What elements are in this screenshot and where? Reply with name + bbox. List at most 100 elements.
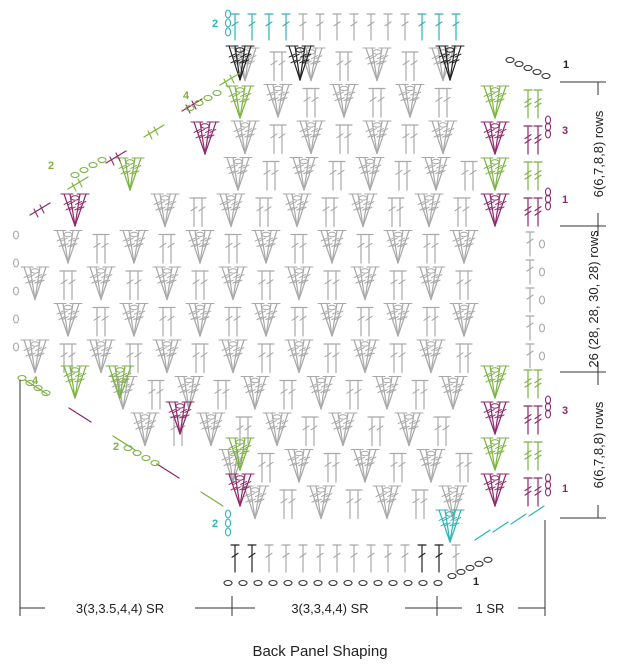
dc-stitch-symbol — [456, 271, 464, 300]
chain-stitch-symbol — [14, 287, 19, 295]
dc-stitch-symbol — [390, 454, 398, 483]
shaping-shell-symbol — [61, 194, 89, 226]
chain-stitch-symbol — [329, 581, 337, 586]
shell-stitch-symbol — [252, 304, 280, 337]
shell-stitch-symbol — [396, 85, 424, 118]
dc-stitch-symbol — [418, 14, 426, 40]
dc-stitch-symbol — [159, 235, 167, 264]
dc-stitch-symbol — [192, 271, 200, 300]
row-marker: 1 — [473, 576, 479, 588]
dc-stitch-symbol — [435, 545, 443, 572]
chain-stitch-symbol — [506, 58, 514, 63]
chain-stitch-symbol — [374, 581, 382, 586]
dc-stitch-symbol — [270, 125, 278, 154]
dc-stitch-symbol — [526, 260, 534, 284]
dc-stitch-symbol — [333, 14, 341, 40]
shell-stitch-symbol — [481, 86, 509, 118]
shell-stitch-symbol — [481, 402, 509, 434]
chain-stitch-symbol — [18, 376, 26, 381]
dc-stitch-symbol — [534, 90, 542, 118]
dc-stitch-symbol — [354, 490, 362, 519]
right-dim-top: 6(6,7,8,8) rows — [591, 110, 606, 197]
shell-stitch-symbol — [481, 438, 509, 470]
shaping-shell-symbol — [116, 158, 144, 190]
dc-stitch-symbol — [278, 52, 286, 81]
dc-stitch-symbol — [398, 271, 406, 300]
dc-stitch-symbol — [101, 235, 109, 264]
dc-stitch-symbol — [236, 417, 244, 446]
row-marker: 4 — [183, 90, 190, 102]
dc-stitch-symbol — [524, 126, 532, 154]
dc-stitch-symbol — [442, 417, 450, 446]
chain-stitch-symbol — [254, 581, 262, 586]
shell-stitch-symbol — [329, 413, 357, 446]
dc-stitch-symbol — [68, 271, 76, 300]
shell-stitch-symbol — [197, 413, 225, 446]
shaping-shell-symbol — [61, 366, 89, 398]
dc-stitch-symbol — [198, 198, 206, 227]
shell-stitch-symbol — [219, 267, 247, 300]
dc-stitch-symbol — [280, 490, 288, 519]
shell-stitch-symbol — [395, 413, 423, 446]
dc-stitch-symbol — [524, 90, 532, 118]
right-dim-middle: 26 (28, 28, 30, 28) rows — [586, 230, 601, 368]
dc-stitch-symbol — [299, 235, 307, 264]
dc-stitch-symbol — [524, 406, 532, 434]
dc-stitch-symbol — [402, 125, 410, 154]
dc-stitch-symbol — [402, 52, 410, 81]
dc-stitch-symbol — [390, 344, 398, 373]
shell-stitch-symbol — [153, 340, 181, 373]
dc-stitch-symbol — [316, 545, 324, 572]
dc-stitch-symbol — [526, 344, 534, 368]
dc-stitch-symbol — [357, 308, 365, 337]
dc-stitch-symbol — [420, 490, 428, 519]
dc-stitch-symbol — [412, 381, 420, 410]
dc-stitch-symbol — [264, 198, 272, 227]
dc-stitch-symbol — [534, 442, 542, 470]
dc-stitch-symbol — [369, 89, 377, 118]
dc-stitch-symbol — [526, 288, 534, 312]
dc-stitch-symbol — [265, 545, 273, 572]
shell-stitch-symbol — [120, 231, 148, 264]
chain-stitch-symbol — [80, 168, 88, 173]
dc-stitch-symbol — [134, 271, 142, 300]
shell-stitch-symbol — [307, 486, 335, 519]
dc-stitch-symbol — [434, 417, 442, 446]
chain-stitch-symbol — [226, 19, 231, 27]
dc-stitch-symbol — [288, 490, 296, 519]
dc-stitch-symbol — [336, 52, 344, 81]
dc-stitch-symbol — [233, 308, 241, 337]
shell-stitch-symbol — [356, 158, 384, 191]
dc-stitch-symbol — [398, 344, 406, 373]
shell-stitch-symbol — [307, 377, 335, 410]
dc-stitch-symbol — [431, 235, 439, 264]
shell-stitch-symbol — [285, 340, 313, 373]
shell-stitch-symbol — [224, 158, 252, 191]
chain-stitch-symbol — [389, 581, 397, 586]
shell-stitch-symbol — [219, 340, 247, 373]
dc-stitch-symbol — [384, 545, 392, 572]
dc-stitch-symbol — [526, 232, 534, 256]
dc-stitch-symbol — [534, 162, 542, 190]
dc-stitch-symbol — [469, 162, 477, 191]
dc-stitch-symbol — [346, 381, 354, 410]
dc-stitch-symbol — [126, 271, 134, 300]
dc-stitch-symbol — [344, 125, 352, 154]
chain-stitch-symbol — [151, 461, 159, 466]
dc-stitch-symbol — [258, 344, 266, 373]
shell-stitch-symbol — [481, 474, 509, 506]
dc-stitch-symbol — [258, 271, 266, 300]
dc-stitch-symbol — [303, 89, 311, 118]
chain-stitch-symbol — [226, 510, 231, 518]
dc-stitch-symbol — [288, 381, 296, 410]
shell-stitch-symbol — [349, 194, 377, 227]
dc-stitch-symbol — [311, 89, 319, 118]
chain-stitch-symbol — [14, 343, 19, 351]
dc-stitch-symbol — [384, 14, 392, 40]
dc-stitch-symbol — [299, 545, 307, 572]
dc-stitch-symbol — [231, 545, 239, 572]
dc-stitch-symbol — [60, 344, 68, 373]
dc-stitch-symbol — [346, 490, 354, 519]
dc-stitch-symbol — [534, 126, 542, 154]
bottom-dim-right: 1 SR — [476, 601, 505, 616]
